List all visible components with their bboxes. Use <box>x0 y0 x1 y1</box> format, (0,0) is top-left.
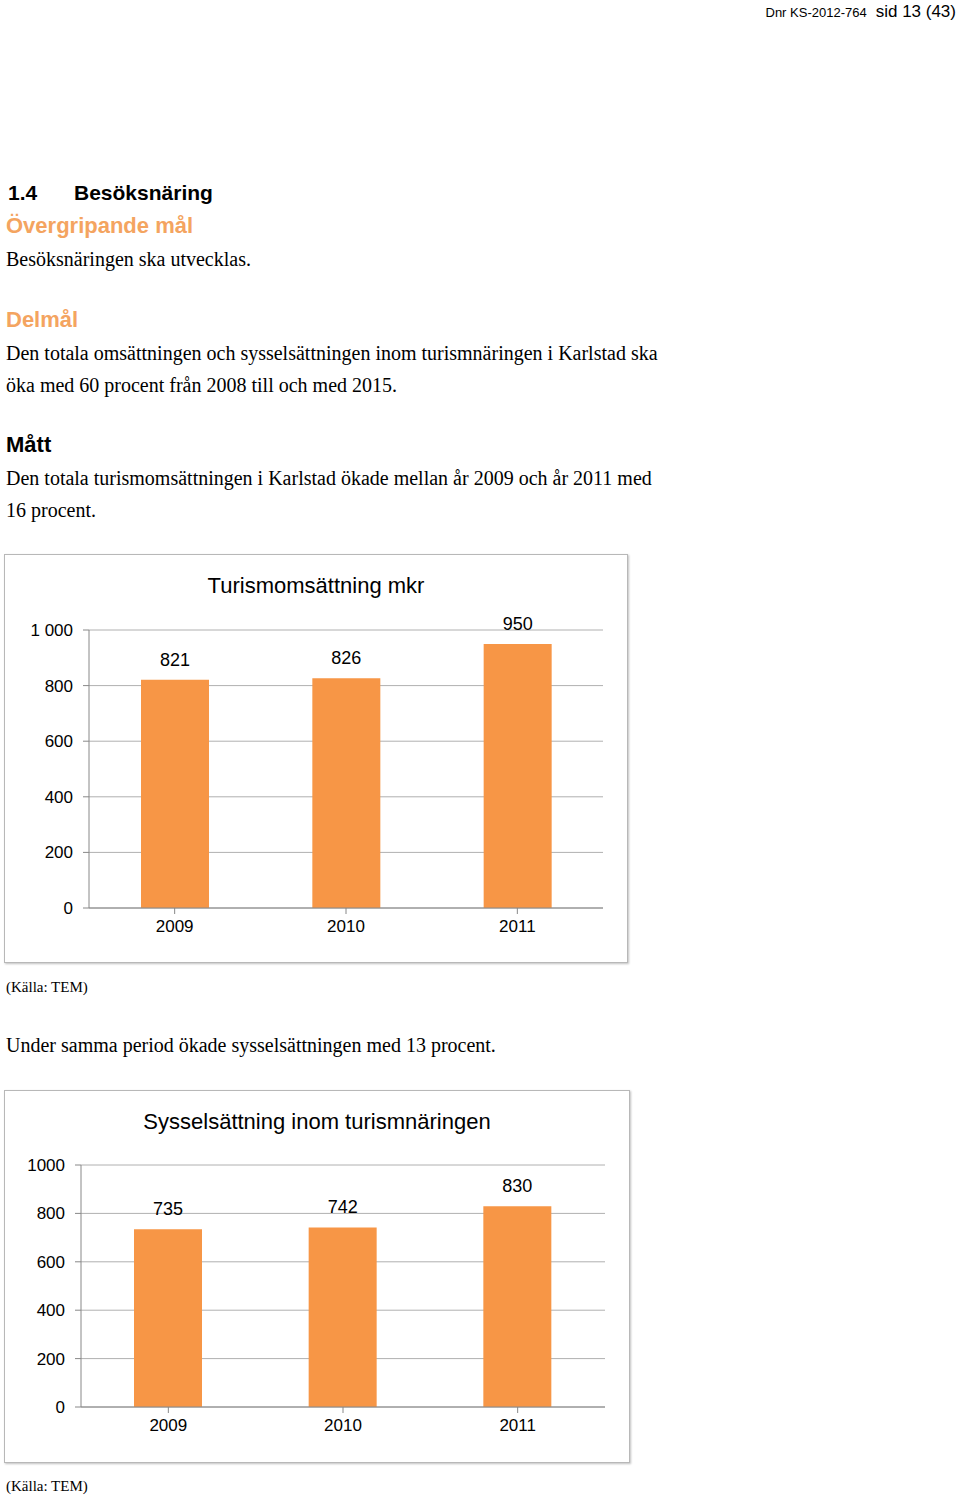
svg-text:800: 800 <box>45 677 73 696</box>
svg-text:2011: 2011 <box>499 917 536 936</box>
svg-text:400: 400 <box>37 1301 65 1320</box>
svg-text:2010: 2010 <box>327 917 365 936</box>
html-text:Under samma period ökade sysse: Under samma period ökade sysselsättninge… <box>6 1034 496 1056</box>
svg-text:2011: 2011 <box>499 1416 536 1435</box>
html-text:Turismomsättning mkr: Turismomsättning mkr <box>207 573 425 598</box>
svg-text:0: 0 <box>56 1398 65 1417</box>
svg-text:600: 600 <box>45 732 73 751</box>
html-text:Dnr KS-2012-764: Dnr KS-2012-764 <box>765 5 867 20</box>
html-text:(Källa: TEM): (Källa: TEM) <box>6 1478 88 1494</box>
html-text:Sysselsättning inom turismnäri: Sysselsättning inom turismnäringen <box>143 1109 491 1134</box>
svg-text:742: 742 <box>328 1197 358 1217</box>
svg-text:200: 200 <box>45 843 73 862</box>
svg-text:800: 800 <box>37 1204 65 1223</box>
svg-text:2009: 2009 <box>156 917 194 936</box>
html-text:Mått: Mått <box>6 431 52 457</box>
html-text:Den totala turismomsättningen: Den totala turismomsättningen i Karlstad… <box>6 467 652 489</box>
svg-text:830: 830 <box>502 1176 532 1196</box>
html-text:Besöksnäringen ska utvecklas.: Besöksnäringen ska utvecklas. <box>6 248 251 270</box>
svg-text:950: 950 <box>503 614 533 634</box>
svg-text:600: 600 <box>37 1253 65 1272</box>
html-text:1.4: 1.4 <box>8 181 38 205</box>
html-text:Delmål: Delmål <box>6 306 79 332</box>
html-text:16 procent.: 16 procent. <box>6 499 96 521</box>
svg-text:2009: 2009 <box>149 1416 187 1435</box>
svg-text:735: 735 <box>153 1199 183 1219</box>
svg-text:200: 200 <box>37 1350 65 1369</box>
html-text:sid 13 (43): sid 13 (43) <box>875 2 956 21</box>
svg-text:0: 0 <box>64 899 73 918</box>
html-text:Besöksnäring: Besöksnäring <box>74 181 213 205</box>
html-text:öka med 60 procent från 2008 t: öka med 60 procent från 2008 till och me… <box>6 374 397 396</box>
svg-text:1000: 1000 <box>27 1156 65 1175</box>
html-text:Övergripande mål: Övergripande mål <box>6 212 194 238</box>
html-text:(Källa: TEM): (Källa: TEM) <box>6 979 88 995</box>
svg-text:400: 400 <box>45 788 73 807</box>
svg-text:826: 826 <box>331 648 361 668</box>
html-text:Den totala omsättningen och sy: Den totala omsättningen och sysselsättni… <box>6 342 658 364</box>
svg-text:1 000: 1 000 <box>30 621 73 640</box>
svg-text:821: 821 <box>160 650 190 670</box>
svg-text:2010: 2010 <box>324 1416 362 1435</box>
